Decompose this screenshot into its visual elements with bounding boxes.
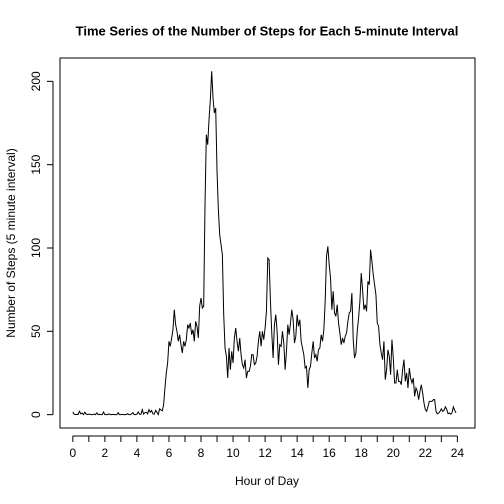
x-tick-label: 2 <box>102 446 109 460</box>
y-tick-label: 200 <box>29 71 43 91</box>
chart-title: Time Series of the Number of Steps for E… <box>76 23 459 38</box>
x-tick-label: 18 <box>355 446 369 460</box>
y-tick-label: 100 <box>29 238 43 258</box>
x-tick-label: 4 <box>134 446 141 460</box>
series-line <box>72 71 457 416</box>
x-tick-label: 20 <box>387 446 401 460</box>
x-tick-label: 0 <box>69 446 76 460</box>
x-tick-label: 22 <box>419 446 433 460</box>
x-tick-label: 6 <box>166 446 173 460</box>
x-tick-label: 8 <box>198 446 205 460</box>
y-tick-label: 0 <box>29 411 43 418</box>
x-tick-label: 14 <box>290 446 304 460</box>
x-tick-label: 10 <box>226 446 240 460</box>
y-axis-label: Number of Steps (5 minute interval) <box>4 148 18 337</box>
x-tick-label: 24 <box>451 446 465 460</box>
x-axis-label: Hour of Day <box>235 474 299 488</box>
y-tick-label: 50 <box>29 324 43 338</box>
plot-frame <box>59 57 476 429</box>
x-tick-label: 16 <box>323 446 337 460</box>
y-tick-label: 150 <box>29 154 43 174</box>
x-tick-label: 12 <box>258 446 272 460</box>
